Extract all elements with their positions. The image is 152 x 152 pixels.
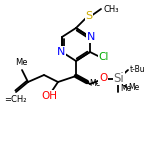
Text: S: S	[85, 11, 93, 21]
Text: O: O	[99, 73, 107, 83]
Text: =CH₂: =CH₂	[4, 95, 26, 104]
Text: Cl: Cl	[99, 52, 109, 62]
Text: N: N	[57, 47, 65, 57]
Text: Me: Me	[128, 83, 139, 92]
Text: Me: Me	[120, 84, 131, 93]
Text: N: N	[87, 32, 95, 42]
Text: OH: OH	[41, 91, 57, 101]
Text: CH₃: CH₃	[104, 5, 119, 14]
Text: Me: Me	[89, 78, 100, 88]
Text: t-Bu: t-Bu	[130, 64, 146, 74]
Text: Me: Me	[15, 58, 27, 67]
Text: Si: Si	[114, 71, 124, 85]
